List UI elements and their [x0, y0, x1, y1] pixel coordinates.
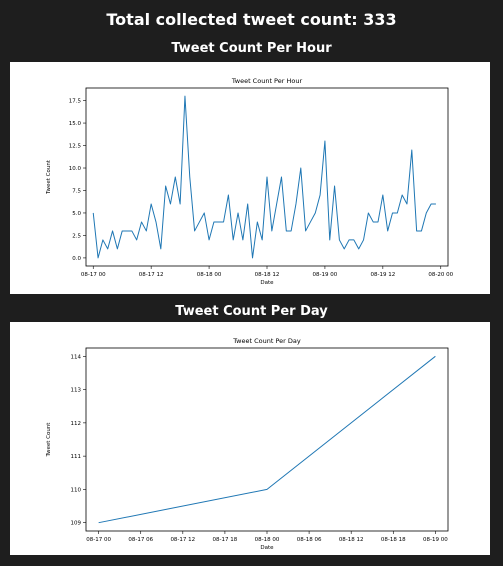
daily-y-tick-label: 109	[71, 521, 82, 527]
daily-y-tick-label: 111	[71, 454, 82, 460]
hourly-y-tick-label: 5.0	[72, 211, 81, 217]
daily-x-tick-label: 08-18 18	[381, 537, 406, 543]
hourly-y-tick-label: 2.5	[72, 233, 81, 239]
daily-chart-panel: Tweet Count Per Day 08-17 00 08-17 06 08-17…	[10, 322, 490, 555]
hourly-x-tick-label: 08-18 00	[197, 272, 222, 278]
hourly-y-axis-label: Tweet Count	[46, 159, 52, 195]
daily-section-heading: Tweet Count Per Day	[175, 304, 328, 319]
hourly-section-heading: Tweet Count Per Hour	[171, 41, 332, 56]
daily-x-tick-label: 08-17 18	[213, 537, 238, 543]
hourly-x-tick-label: 08-19 12	[370, 272, 395, 278]
hourly-x-axis-label: Date	[260, 280, 274, 286]
daily-y-axis-label: Tweet Count	[46, 422, 52, 458]
hourly-y-tick-label: 12.5	[69, 144, 82, 150]
hourly-chart: Tweet Count Per Hour 08-17 00 08-17 12 08-1…	[46, 77, 454, 286]
daily-y-tick-label: 114	[71, 354, 82, 360]
hourly-series-line	[92, 95, 436, 259]
daily-chart-title: Tweet Count Per Day	[232, 337, 301, 345]
hourly-chart-panel: Tweet Count Per Hour 08-17 00 08-17 12 08-1…	[10, 62, 490, 294]
hourly-y-tick-label: 17.5	[69, 99, 82, 105]
daily-y-tick-label: 112	[71, 421, 82, 427]
daily-x-tick-label: 08-18 00	[255, 537, 280, 543]
daily-x-tick-label: 08-19 00	[423, 537, 448, 543]
daily-series-line	[98, 355, 436, 524]
hourly-chart-title: Tweet Count Per Hour	[231, 77, 303, 85]
hourly-y-tick-label: 15.0	[69, 121, 82, 127]
daily-x-tick-label: 08-17 06	[128, 537, 153, 543]
hourly-x-tick-label: 08-18 12	[255, 272, 280, 278]
hourly-y-tick-label: 10.0	[69, 166, 82, 172]
daily-chart: Tweet Count Per Day 08-17 00 08-17 06 08-17…	[46, 337, 449, 551]
daily-y-tick-label: 113	[71, 388, 82, 394]
daily-x-axis-label: Date	[260, 545, 274, 551]
hourly-y-tick-label: 0.0	[72, 256, 81, 262]
daily-axes-frame	[85, 347, 449, 532]
page-title: Total collected tweet count: 333	[106, 10, 397, 29]
hourly-x-tick-label: 08-17 12	[139, 272, 164, 278]
daily-x-tick-label: 08-18 06	[297, 537, 322, 543]
daily-x-tick-label: 08-18 12	[339, 537, 364, 543]
hourly-y-tick-label: 7.5	[72, 188, 81, 194]
hourly-x-tick-label: 08-19 00	[313, 272, 338, 278]
daily-x-tick-label: 08-17 00	[86, 537, 111, 543]
hourly-x-tick-label: 08-17 00	[81, 272, 106, 278]
hourly-x-tick-label: 08-20 00	[428, 272, 453, 278]
daily-x-tick-label: 08-17 12	[170, 537, 195, 543]
daily-y-tick-label: 110	[71, 487, 82, 493]
